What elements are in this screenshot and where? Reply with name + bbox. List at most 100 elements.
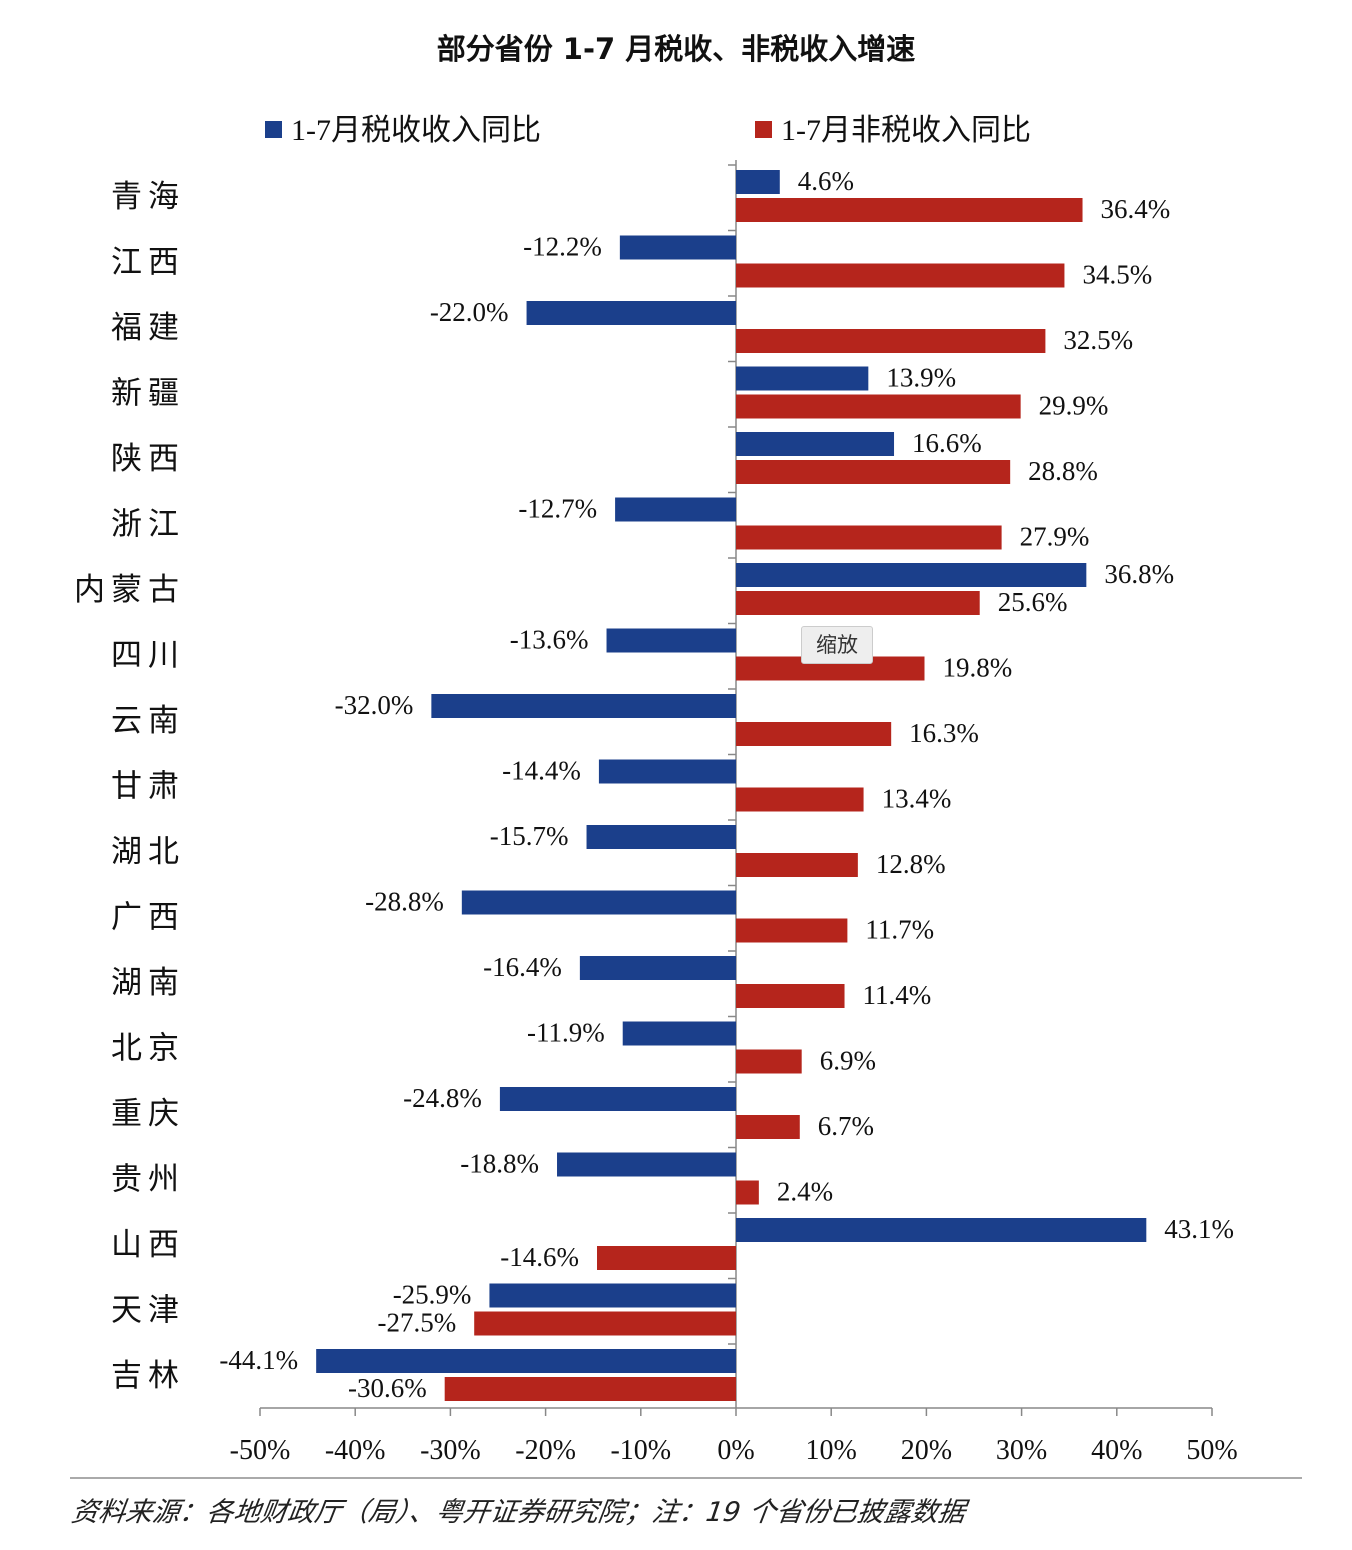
- category-label: 重庆: [111, 1096, 185, 1131]
- data-label: 36.8%: [1104, 559, 1174, 589]
- x-tick-label: 20%: [901, 1435, 952, 1466]
- category-label: 青海: [111, 179, 185, 214]
- data-label: 43.1%: [1164, 1214, 1234, 1244]
- bar-nontax: [736, 329, 1046, 353]
- data-label: -22.0%: [430, 297, 509, 327]
- legend-swatch: [265, 121, 282, 138]
- data-label: -32.0%: [335, 690, 414, 720]
- bar-nontax: [597, 1246, 736, 1270]
- bar-tax: [606, 628, 736, 653]
- data-label: 16.6%: [912, 428, 982, 458]
- data-label: 25.6%: [998, 587, 1068, 617]
- data-label: 34.5%: [1082, 260, 1152, 290]
- bar-nontax: [736, 591, 980, 615]
- data-label: -30.6%: [348, 1373, 427, 1403]
- data-label: 36.4%: [1101, 194, 1171, 224]
- data-label: -18.8%: [460, 1149, 539, 1179]
- data-label: 28.8%: [1028, 456, 1098, 486]
- legend-swatch: [755, 121, 772, 138]
- bar-tax: [431, 694, 736, 718]
- data-label: 32.5%: [1063, 325, 1133, 355]
- data-label: 27.9%: [1020, 522, 1090, 552]
- data-label: -12.2%: [523, 232, 602, 262]
- bar-tax: [499, 1087, 736, 1111]
- x-tick-label: 10%: [806, 1435, 857, 1466]
- data-label: 16.3%: [909, 718, 979, 748]
- data-label: 4.6%: [798, 166, 854, 196]
- category-label: 湖北: [111, 834, 185, 869]
- data-label: 6.9%: [820, 1046, 876, 1076]
- data-label: 11.7%: [865, 915, 934, 945]
- zoom-tooltip-button[interactable]: 缩放: [801, 626, 873, 664]
- category-label: 浙江: [111, 507, 185, 542]
- bar-tax: [619, 235, 736, 260]
- category-label: 广西: [111, 900, 185, 935]
- category-label: 湖南: [111, 965, 185, 1000]
- bar-nontax: [474, 1311, 736, 1336]
- bar-nontax: [736, 1180, 759, 1205]
- x-tick-label: -30%: [420, 1435, 481, 1466]
- x-tick-label: 40%: [1091, 1435, 1142, 1466]
- category-label: 江西: [111, 245, 185, 280]
- data-label: -44.1%: [219, 1345, 298, 1375]
- category-label: 四川: [111, 638, 185, 673]
- category-label: 甘肃: [111, 769, 185, 804]
- bar-tax: [736, 366, 869, 391]
- chart-title: 部分省份 1-7 月税收、非税收入增速: [436, 32, 916, 66]
- data-label: 2.4%: [777, 1177, 833, 1207]
- x-tick-label: -10%: [610, 1435, 671, 1466]
- data-label: -24.8%: [403, 1083, 482, 1113]
- bar-tax: [598, 759, 736, 784]
- bar-tax: [736, 1218, 1147, 1242]
- bar-tax: [736, 170, 780, 194]
- category-label: 山西: [111, 1227, 185, 1262]
- bar-nontax: [736, 918, 848, 943]
- data-label: -14.6%: [500, 1242, 579, 1272]
- x-tick-label: -40%: [325, 1435, 386, 1466]
- data-label: 29.9%: [1039, 391, 1109, 421]
- data-label: 6.7%: [818, 1111, 874, 1141]
- bar-nontax: [736, 394, 1021, 419]
- legend-label: 1-7月非税收入同比: [781, 114, 1031, 147]
- bar-tax: [586, 825, 736, 849]
- footer-divider: [70, 1477, 1302, 1479]
- data-label: -28.8%: [365, 887, 444, 917]
- category-label: 福建: [111, 310, 185, 345]
- category-label: 贵州: [111, 1162, 185, 1197]
- bar-nontax: [736, 1115, 800, 1139]
- data-label: -13.6%: [510, 625, 589, 655]
- category-label: 天津: [111, 1293, 185, 1328]
- category-label: 吉林: [111, 1358, 185, 1393]
- data-label: 11.4%: [863, 980, 932, 1010]
- bar-chart: 1-7月税收收入同比 1-7月非税收入同比 -50% -40% -30% -20% -10%…: [74, 114, 1238, 1466]
- data-label: -27.5%: [377, 1308, 456, 1338]
- data-label: 19.8%: [942, 653, 1012, 683]
- bar-tax: [736, 563, 1087, 587]
- data-label: 12.8%: [876, 849, 946, 879]
- x-tick-label: -50%: [230, 1435, 291, 1466]
- bar-tax: [526, 301, 736, 325]
- category-label: 北京: [111, 1031, 185, 1066]
- category-label: 新疆: [111, 376, 185, 411]
- data-label: 13.9%: [886, 363, 956, 393]
- data-label: 13.4%: [882, 784, 952, 814]
- x-tick-label: 30%: [996, 1435, 1047, 1466]
- bar-nontax: [736, 198, 1083, 222]
- data-label: -12.7%: [518, 494, 597, 524]
- bar-tax: [316, 1349, 736, 1373]
- bar-tax: [489, 1283, 736, 1308]
- bar-nontax: [736, 460, 1011, 484]
- x-tick-label: -20%: [515, 1435, 576, 1466]
- category-label: 内蒙古: [74, 572, 185, 607]
- bar-tax: [461, 890, 736, 915]
- bar-nontax: [736, 263, 1065, 288]
- category-label: 陕西: [111, 441, 185, 476]
- category-label: 云南: [111, 703, 185, 738]
- data-label: -15.7%: [490, 821, 569, 851]
- bar-nontax: [736, 722, 892, 746]
- bar-tax: [615, 497, 736, 522]
- data-label: -16.4%: [483, 952, 562, 982]
- bar-tax: [557, 1152, 736, 1177]
- bar-tax: [622, 1021, 736, 1046]
- x-tick-label: 0%: [717, 1435, 754, 1466]
